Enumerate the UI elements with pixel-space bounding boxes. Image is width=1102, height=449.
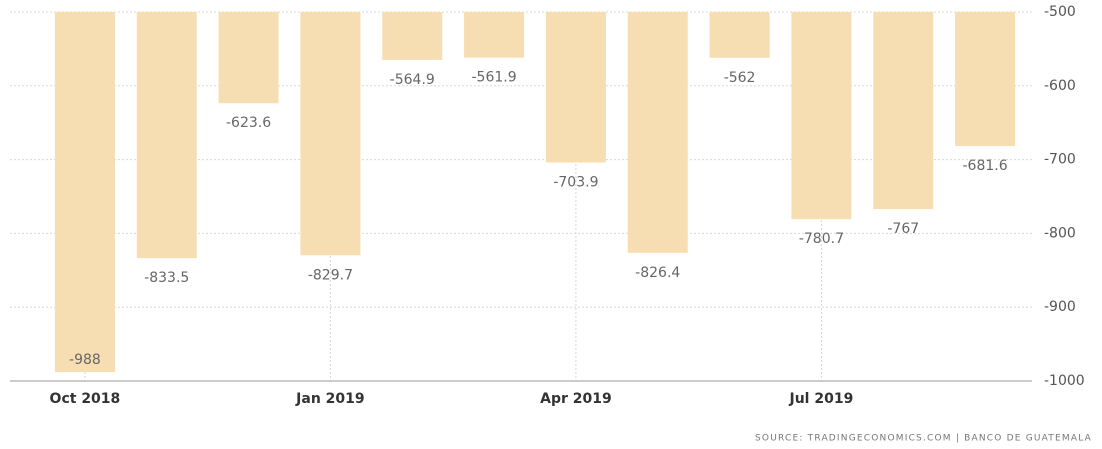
value-label: -833.5 [144, 270, 189, 286]
value-label: -623.6 [226, 115, 271, 131]
bar [627, 12, 688, 253]
bar [545, 12, 606, 163]
value-label: -780.7 [799, 231, 844, 247]
bar [873, 12, 934, 210]
bar [218, 12, 279, 104]
bar [300, 12, 361, 256]
bar [54, 12, 115, 373]
bar [382, 12, 443, 60]
bar [791, 12, 852, 220]
value-label: -564.9 [390, 72, 435, 88]
value-label: -681.6 [963, 158, 1008, 174]
bar [955, 12, 1016, 147]
y-tick-label: -600 [1044, 78, 1076, 94]
source-note: SOURCE: TRADINGECONOMICS.COM | BANCO DE … [755, 434, 1092, 444]
x-tick-label: Apr 2019 [540, 391, 612, 407]
value-label: -829.7 [308, 267, 353, 283]
value-label: -561.9 [472, 70, 517, 86]
y-tick-label: -700 [1044, 152, 1076, 168]
value-label: -826.4 [635, 265, 680, 281]
value-label: -988 [69, 352, 101, 368]
bar [136, 12, 197, 259]
y-tick-label: -900 [1044, 299, 1076, 315]
y-tick-label: -1000 [1044, 373, 1085, 389]
bar [709, 12, 770, 58]
value-label: -562 [724, 70, 756, 86]
value-label: -703.9 [553, 174, 598, 190]
y-tick-label: -500 [1044, 4, 1076, 20]
value-label: -767 [887, 221, 919, 237]
x-tick-label: Jul 2019 [789, 391, 854, 407]
x-tick-label: Oct 2018 [50, 391, 121, 407]
bar [464, 12, 525, 58]
x-tick-label: Jan 2019 [295, 391, 364, 407]
y-tick-label: -800 [1044, 225, 1076, 241]
